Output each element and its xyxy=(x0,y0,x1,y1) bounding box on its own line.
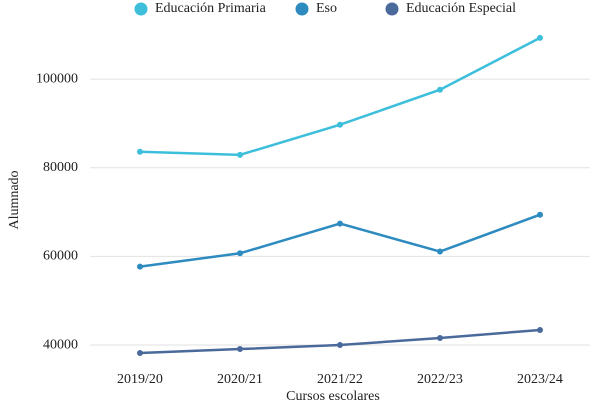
data-point xyxy=(337,342,343,349)
x-axis-label: Cursos escolares xyxy=(286,389,380,404)
data-point xyxy=(237,151,243,158)
x-tick-label: 2023/24 xyxy=(517,372,563,387)
data-point xyxy=(437,334,443,341)
data-point xyxy=(437,86,443,93)
legend-label: Eso xyxy=(316,1,337,16)
data-point xyxy=(437,248,443,255)
x-tick-label: 2021/22 xyxy=(317,372,363,387)
data-point xyxy=(137,350,143,357)
x-tick-label: 2022/23 xyxy=(417,372,463,387)
series-line xyxy=(139,328,541,355)
legend-marker xyxy=(385,2,399,16)
data-point xyxy=(537,326,543,333)
x-tick-label: 2020/21 xyxy=(217,372,263,387)
legend-label: Educación Primaria xyxy=(155,1,267,16)
data-point xyxy=(137,148,143,155)
data-point xyxy=(137,263,143,270)
y-tick-label: 100000 xyxy=(36,71,78,86)
y-axis-label: Alumnado xyxy=(7,170,22,229)
y-tick-label: 40000 xyxy=(43,337,78,352)
legend-marker xyxy=(134,2,148,16)
data-point xyxy=(337,121,343,128)
data-point xyxy=(537,211,543,218)
series-line xyxy=(139,36,541,157)
legend-marker xyxy=(295,2,309,16)
x-tick-label: 2019/20 xyxy=(117,372,163,387)
data-point xyxy=(537,34,543,41)
data-point xyxy=(237,250,243,257)
legend-label: Educación Especial xyxy=(406,1,516,16)
data-point xyxy=(337,220,343,227)
data-point xyxy=(237,346,243,353)
y-tick-label: 60000 xyxy=(43,249,78,264)
y-tick-label: 80000 xyxy=(43,160,78,175)
